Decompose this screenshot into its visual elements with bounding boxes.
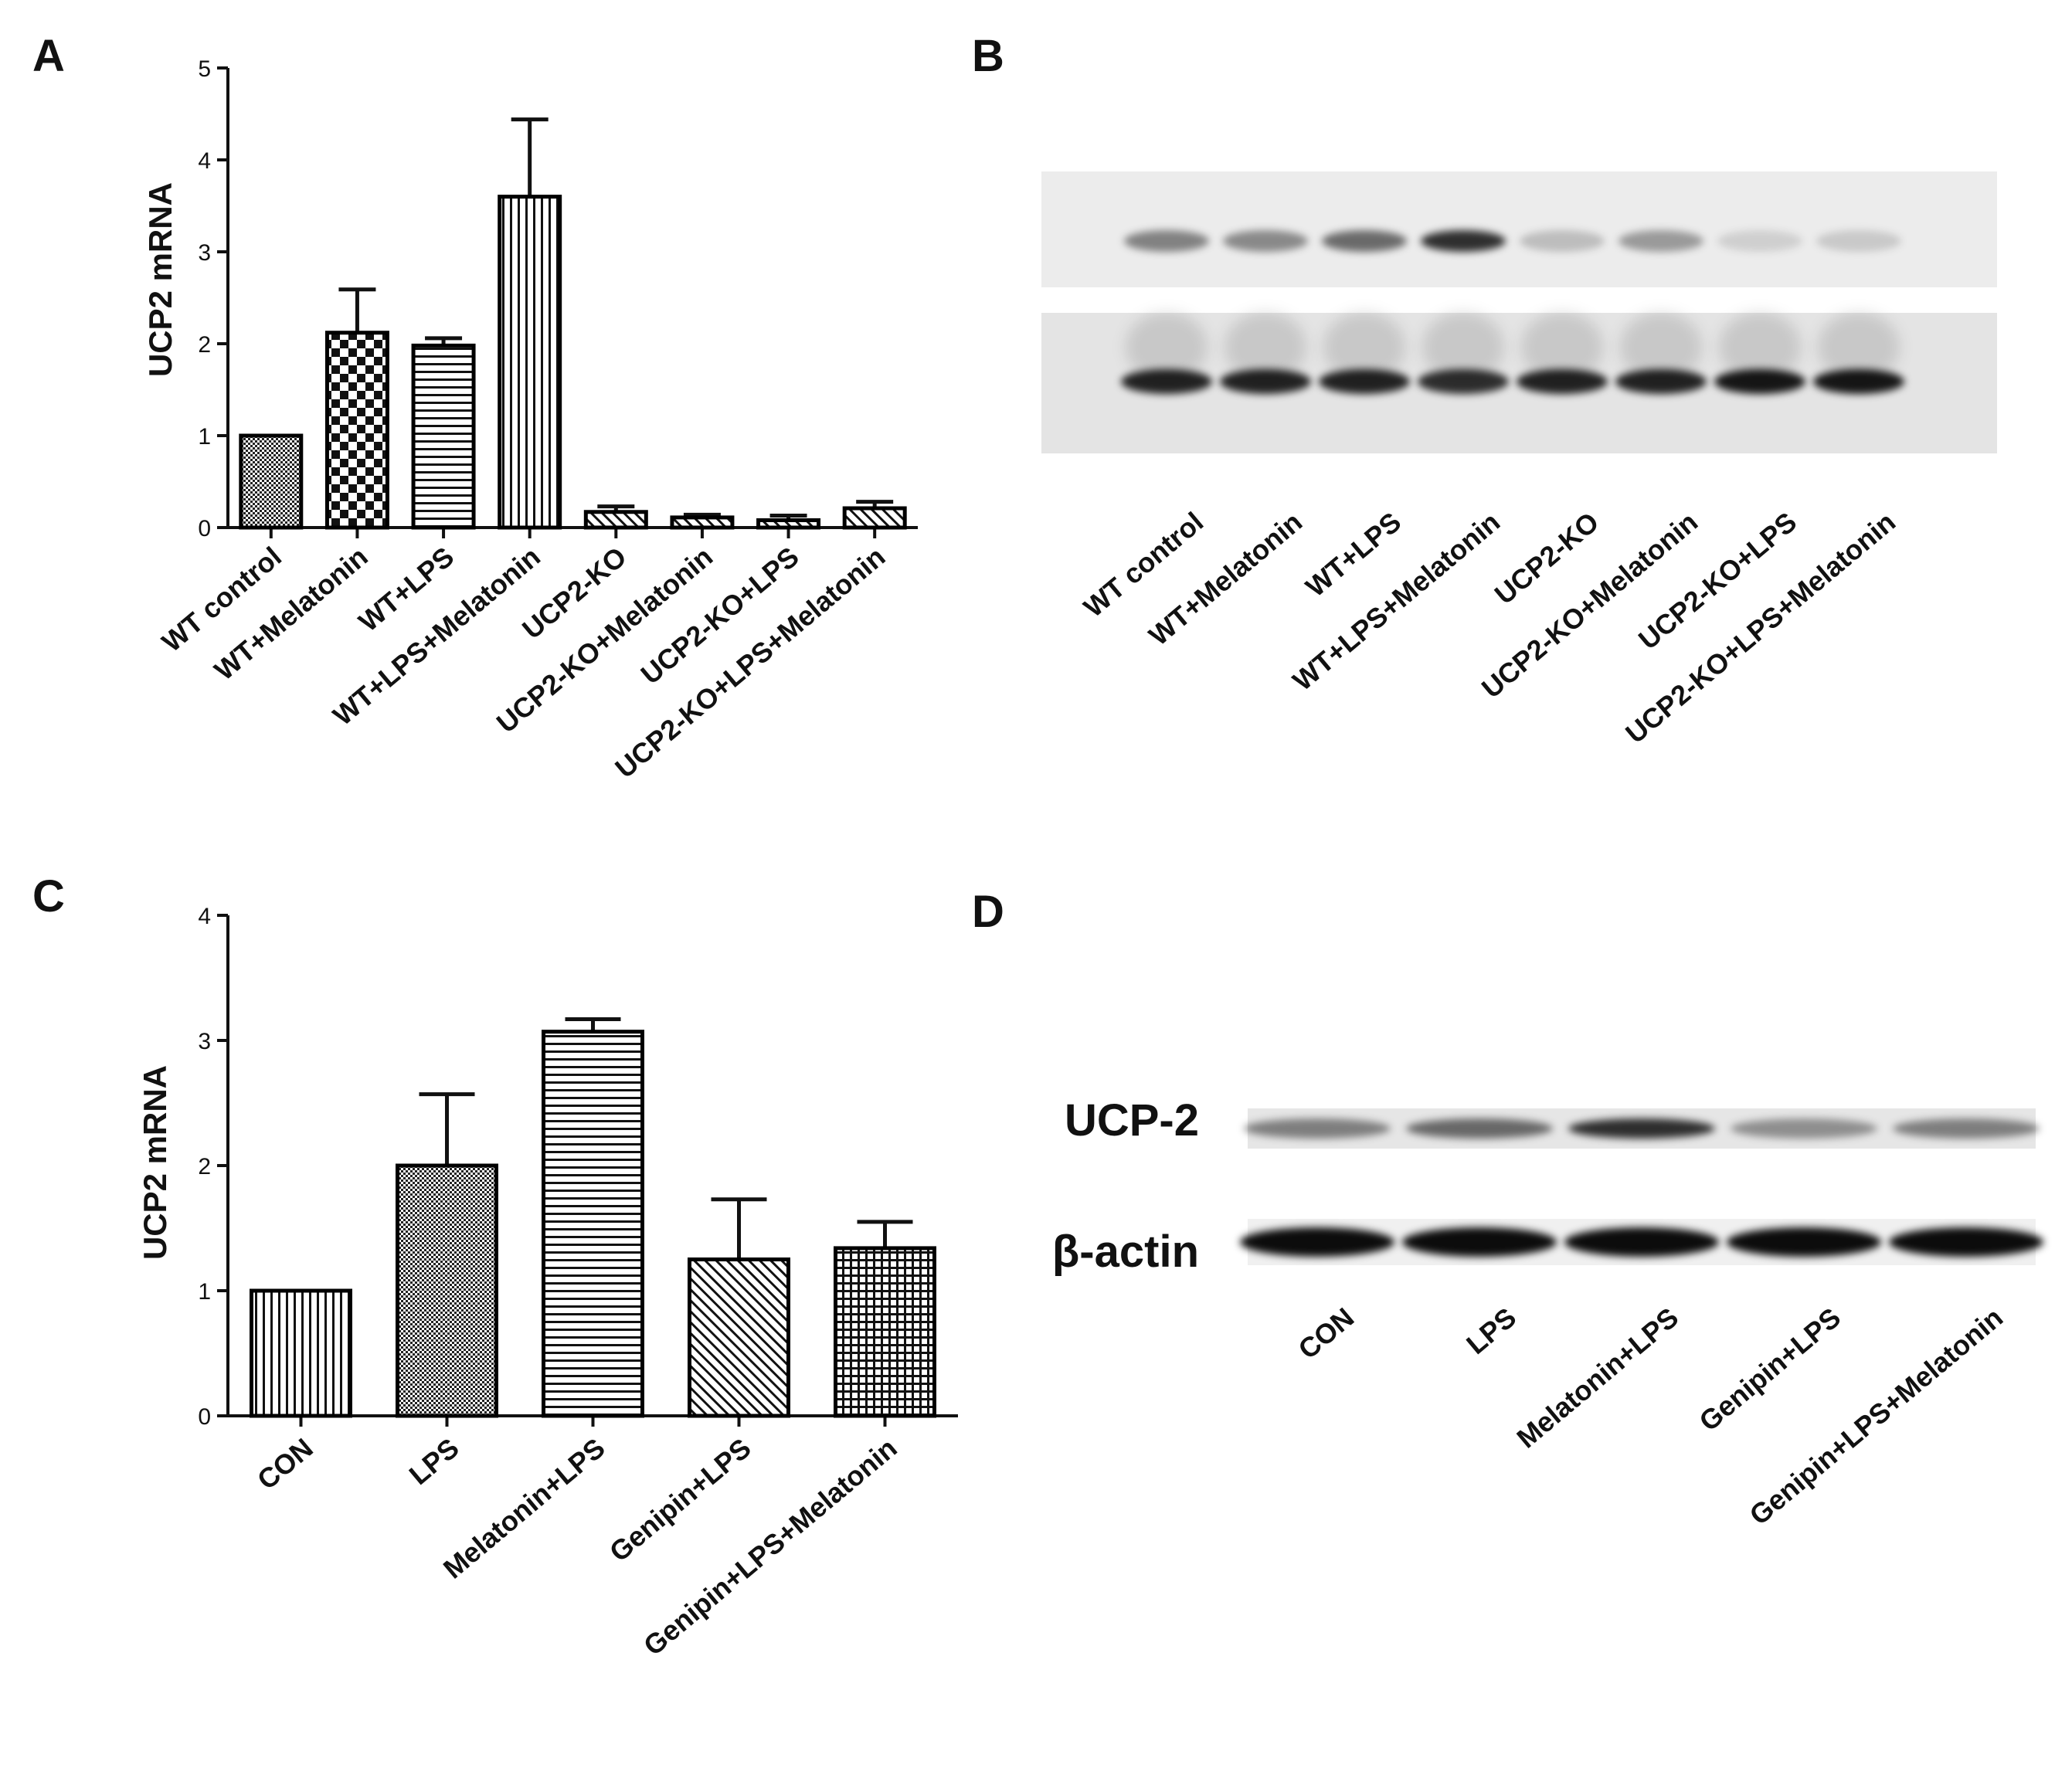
blot-b-loading-band-haze (1619, 312, 1703, 382)
y-tick-label: 0 (198, 516, 211, 541)
blot-b-loading-band-haze (1817, 312, 1900, 382)
bar-lps (396, 1163, 498, 1418)
blot-b-loading-band-haze (1718, 312, 1802, 382)
blot-b-ucp2-band (1223, 230, 1308, 252)
blot-d-actin-band (1889, 1227, 2043, 1257)
blot-b-ucp2-band (1619, 230, 1703, 252)
blot-d-lane-label-con: CON (1292, 1302, 1360, 1366)
blot-d-ucp2-band (1568, 1118, 1715, 1139)
blot-b-loading-band-haze (1422, 312, 1505, 382)
chart-a-ticks: 0 1 2 3 4 5 (198, 56, 877, 541)
blot-b-loading-band (1418, 369, 1509, 394)
category-label-con: CON (251, 1432, 319, 1496)
blot-d-actin-band (1564, 1227, 1719, 1257)
y-tick-label: 1 (198, 1279, 211, 1305)
category-label-genipin-lps-melatonin: Genipin+LPS+Melatonin (637, 1432, 903, 1662)
blot-d-ucp2-bands (1244, 1118, 2040, 1139)
panel-letter-a: A (32, 31, 65, 81)
blot-b-top-strip (1041, 171, 1997, 287)
blot-b-loading-band-haze (1520, 312, 1604, 382)
blot-b-loading-band (1220, 369, 1311, 394)
blot-b-ucp2-band (1717, 230, 1802, 252)
chart-a-y-axis-title: UCP2 mRNA (142, 182, 178, 377)
chart-a-bars (239, 117, 907, 530)
blot-b-loading-band (1517, 369, 1608, 394)
bar-ucp2-ko-melatonin (670, 515, 735, 530)
category-label-genipin-lps: Genipin+LPS (603, 1432, 757, 1568)
panel-letter-c: C (32, 871, 65, 921)
y-tick-label: 2 (198, 332, 211, 358)
y-tick-label: 3 (198, 1029, 211, 1054)
y-tick-label: 5 (198, 56, 211, 82)
y-tick-label: 3 (198, 240, 211, 266)
blot-d-actin-bands (1240, 1227, 2043, 1257)
y-tick-label: 4 (198, 148, 211, 174)
blot-d-ucp2-band (1893, 1118, 2040, 1139)
blot-b-loading-band (1813, 369, 1904, 394)
bar-wt-melatonin (324, 331, 389, 530)
blot-d-lane-label-genipin-lps-melatonin: Genipin+LPS+Melatonin (1744, 1302, 2009, 1532)
y-tick-label: 2 (198, 1154, 211, 1179)
panel-letter-d: D (972, 887, 1004, 937)
blot-d-ucp2-band (1244, 1118, 1391, 1139)
blot-d-actin-band (1240, 1227, 1394, 1257)
category-label-wt-melatonin: WT+Melatonin (209, 541, 374, 687)
blot-d-actin-band (1402, 1227, 1557, 1257)
blot-b-loading-band (1121, 369, 1212, 394)
blot-b-top-bands (1124, 230, 1901, 252)
blot-d-ucp2-band (1406, 1118, 1553, 1139)
bar-ucp2-ko-lps-melatonin (842, 506, 907, 530)
bar-melatonin-lps (542, 1030, 644, 1418)
blot-b-loading-band (1714, 369, 1805, 394)
blot-d-lane-label-lps: LPS (1460, 1302, 1522, 1360)
bar-genipin-lps-melatonin (834, 1246, 936, 1418)
blot-d-ucp2-band (1731, 1118, 1877, 1139)
category-label-lps: LPS (403, 1432, 465, 1491)
blot-b: WT controlWT+MelatoninWT+LPSWT+LPS+Melat… (1041, 171, 1997, 749)
bar-wt-lps (411, 343, 476, 530)
bar-ucp2-ko (583, 510, 648, 530)
panel-letter-b: B (972, 31, 1004, 81)
blot-b-ucp2-band (1421, 230, 1506, 252)
bar-wt-control (239, 433, 304, 530)
blot-b-loading-band (1615, 369, 1707, 394)
y-tick-label: 4 (198, 904, 211, 929)
blot-b-loading-band-haze (1125, 312, 1208, 382)
chart-c-category-labels: CON LPSMelatonin+LPSGenipin+LPSGenipin+LP… (251, 1432, 903, 1662)
blot-b-lane-labels: WT controlWT+MelatoninWT+LPSWT+LPS+Melat… (1078, 506, 1901, 750)
y-tick-label: 1 (198, 424, 211, 450)
bar-wt-lps-melatonin (498, 195, 562, 530)
bar-genipin-lps (688, 1257, 790, 1418)
chart-a: UCP2 mRNA 0 1 2 3 4 5 WT controlWT+MelatoninW… (142, 56, 918, 784)
blot-d-actin-label: β-actin (1052, 1227, 1199, 1277)
bar-ucp2-ko-lps (756, 518, 821, 530)
blot-d-lane-label-melatonin-lps: Melatonin+LPS (1510, 1302, 1684, 1454)
blot-d-actin-band (1727, 1227, 1881, 1257)
y-tick-label: 0 (198, 1404, 211, 1430)
chart-c-bars (250, 1016, 936, 1418)
blot-d-lane-label-genipin-lps: Genipin+LPS (1693, 1302, 1846, 1437)
blot-b-ucp2-band (1520, 230, 1605, 252)
blot-b-ucp2-band (1124, 230, 1209, 252)
blot-b-loading-band (1319, 369, 1410, 394)
blot-b-bottom-bands (1121, 312, 1904, 394)
blot-b-loading-band-haze (1323, 312, 1406, 382)
chart-a-category-labels: WT controlWT+MelatoninWT+LPSWT+LPS+Melat… (156, 541, 892, 785)
bar-con (250, 1288, 352, 1418)
chart-c-ticks: 0 1 2 3 4 (198, 904, 887, 1430)
blot-b-loading-band-haze (1224, 312, 1307, 382)
chart-c-y-axis-title: UCP2 mRNA (137, 1065, 173, 1260)
blot-b-ucp2-band (1322, 230, 1407, 252)
blot-d-ucp2-label: UCP-2 (1065, 1095, 1199, 1145)
blot-b-ucp2-band (1816, 230, 1901, 252)
